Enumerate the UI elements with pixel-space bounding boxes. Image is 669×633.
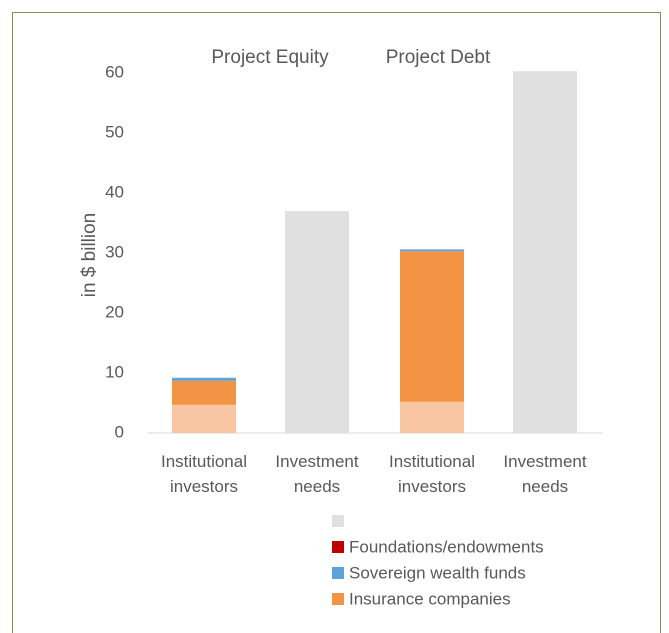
y-tick-label: 50 bbox=[105, 122, 124, 141]
legend-swatch bbox=[332, 619, 344, 631]
y-tick-label: 0 bbox=[115, 422, 124, 441]
y-tick-label: 20 bbox=[105, 302, 124, 321]
bar-segment bbox=[172, 380, 236, 405]
legend-swatch bbox=[332, 593, 344, 605]
x-tick-label: Investment needs bbox=[503, 452, 586, 496]
legend-label: Foundations/endowments bbox=[349, 537, 544, 556]
frame bbox=[12, 12, 661, 633]
legend-swatch bbox=[332, 541, 344, 553]
legend-label: Sovereign wealth funds bbox=[349, 563, 526, 582]
bar-segment bbox=[285, 211, 349, 433]
bar-segment bbox=[400, 251, 464, 402]
bar-segment bbox=[172, 377, 236, 381]
legend-swatch bbox=[332, 567, 344, 579]
legend-label: Insurance companies bbox=[349, 589, 511, 608]
bar-segment bbox=[172, 404, 236, 433]
y-tick-label: 60 bbox=[105, 62, 124, 81]
y-tick-label: 10 bbox=[105, 362, 124, 381]
legend-swatch bbox=[332, 515, 344, 527]
bar-segment bbox=[513, 71, 577, 433]
legend: Foundations/endowments Sovereign wealth f… bbox=[332, 515, 544, 631]
group-label: Project Debt bbox=[386, 47, 491, 68]
group-label: Project Equity bbox=[211, 47, 329, 68]
x-tick-label: Institutional investors bbox=[389, 452, 475, 496]
y-tick-label: 30 bbox=[105, 242, 124, 261]
bar-segment bbox=[400, 249, 464, 252]
y-axis-title: in $ billion bbox=[79, 213, 100, 298]
x-tick-label: Investment needs bbox=[275, 452, 358, 496]
x-tick-label: Institutional investors bbox=[161, 452, 247, 496]
bar-segment bbox=[400, 401, 464, 433]
y-tick-label: 40 bbox=[105, 182, 124, 201]
